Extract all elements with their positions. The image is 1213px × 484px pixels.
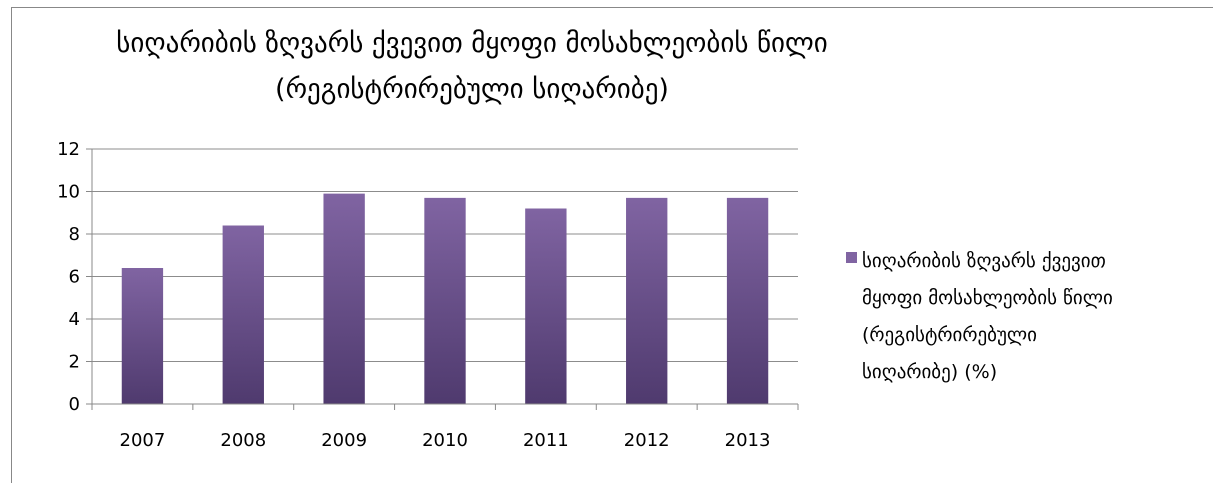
chart-title: სიღარიბის ზღვარს ქვევით მყოფი მოსახლეობი…	[116, 28, 827, 105]
x-tick-label-2007: 2007	[120, 430, 166, 451]
bar-2011	[525, 208, 567, 404]
legend: სიღარიბის ზღვარს ქვევით მყოფი მოსახლეობი…	[846, 250, 1113, 383]
bar-2007	[121, 268, 164, 404]
legend-label-line-4: სიღარიბე) (%)	[862, 361, 997, 383]
chart-title-line-2: (რეგისტრირებული სიღარიბე)	[275, 74, 669, 105]
chart-title-line-1: სიღარიბის ზღვარს ქვევით მყოფი მოსახლეობი…	[116, 28, 827, 59]
x-axis-ticks: 2007 2008 2009 2010 2011 2012 2013	[91, 404, 799, 451]
y-tick-label: 6	[69, 267, 80, 288]
bar-2008	[222, 225, 264, 404]
legend-label-line-2: მყოფი მოსახლეობის წილი	[862, 287, 1113, 309]
x-tick-label-2008: 2008	[220, 430, 266, 451]
x-tick-label-2010: 2010	[422, 430, 468, 451]
y-tick-label: 0	[69, 394, 80, 415]
y-tick-label: 2	[69, 352, 80, 373]
bar-chart: სიღარიბის ზღვარს ქვევით მყოფი მოსახლეობი…	[57, 28, 1113, 451]
bar-2009	[323, 193, 365, 404]
bar-2012	[626, 197, 668, 404]
legend-label-line-3: (რეგისტრირებული	[862, 324, 1037, 346]
x-tick-label-2009: 2009	[321, 430, 367, 451]
x-tick-label-2011: 2011	[523, 430, 569, 451]
y-tick-label: 12	[57, 139, 80, 160]
chart-frame: სიღარიბის ზღვარს ქვევით მყოფი მოსახლეობი…	[11, 7, 1213, 483]
legend-label-line-1: სიღარიბის ზღვარს ქვევით	[862, 250, 1106, 272]
y-tick-label: 4	[69, 309, 80, 330]
y-axis-ticks: 0 2 4 6 8 10 12	[57, 139, 92, 415]
x-tick-label-2012: 2012	[624, 430, 670, 451]
bar-2013	[726, 197, 769, 404]
y-tick-label: 10	[57, 182, 80, 203]
x-tick-label-2013: 2013	[725, 430, 771, 451]
bars	[121, 193, 769, 404]
legend-swatch	[846, 252, 857, 263]
bar-2010	[424, 197, 466, 404]
y-tick-label: 8	[69, 224, 80, 245]
